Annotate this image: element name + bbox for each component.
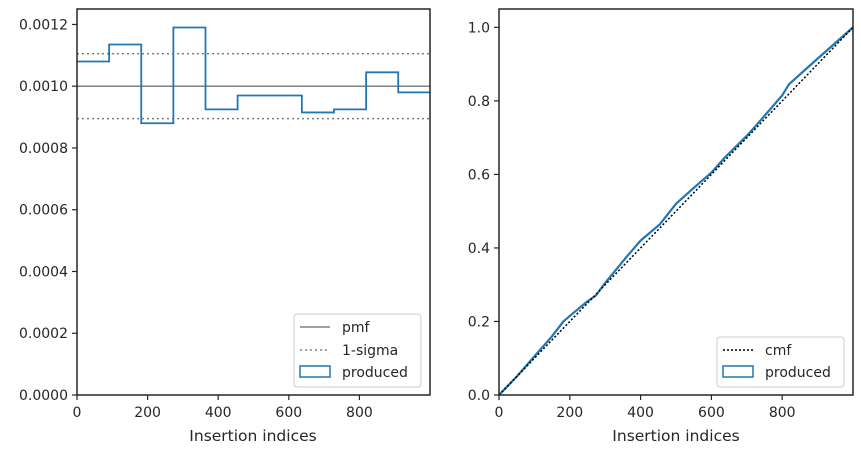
- cmf-x-axis: 0 200 400 600 800: [495, 395, 796, 421]
- pmf-y-axis: 0.0000 0.0002 0.0004 0.0006 0.0008 0.0010 0.00…: [19, 17, 77, 404]
- pmf-y-tick-label: 0.0006: [19, 203, 68, 219]
- cmf-y-tick-label: 0.8: [468, 94, 490, 110]
- cmf-x-tick-label: 600: [698, 405, 725, 421]
- legend-produced-label: produced: [342, 365, 408, 381]
- pmf-y-tick-label: 0.0010: [19, 79, 68, 95]
- pmf-chart: 0 200 400 600 800 0.00000.00020.00040.00060.…: [19, 8, 431, 445]
- cmf-y-tick-label: 0.2: [468, 314, 490, 330]
- legend-cmf-label: cmf: [765, 343, 792, 359]
- cmf-x-tick-label: 200: [556, 405, 583, 421]
- cmf-plot-area: [498, 8, 854, 396]
- pmf-plot-area: [76, 8, 431, 396]
- cmf-legend: cmf produced: [716, 336, 845, 388]
- cmf-line: [498, 26, 854, 396]
- pmf-y-tick-label: 0.0000: [19, 388, 68, 404]
- pmf-x-tick-label: 0: [73, 405, 82, 421]
- legend-sigma-label: 1-sigma: [342, 343, 398, 359]
- legend-produced-swatch: [722, 365, 754, 378]
- cmf-axes-frame: [498, 8, 854, 396]
- cmf-y-tick-label: 0.0: [468, 388, 490, 404]
- pmf-axes-frame: [76, 8, 431, 396]
- produced-cumulative-line: [498, 26, 854, 396]
- cmf-y-tick-label: 1.0: [468, 20, 490, 36]
- legend-pmf-label: pmf: [342, 320, 371, 336]
- pmf-x-tick-label: 400: [205, 405, 232, 421]
- cmf-x-axis-label: Insertion indices: [612, 427, 739, 445]
- produced-histogram: [77, 26, 430, 125]
- legend-produced-swatch: [299, 365, 331, 378]
- pmf-y-tick-label: 0.0002: [19, 326, 68, 342]
- pmf-legend: pmf 1-sigma produced: [293, 313, 422, 388]
- pmf-legend-box: [293, 313, 422, 388]
- legend-produced-label: produced: [765, 365, 831, 381]
- pmf-x-tick-label: 800: [346, 405, 373, 421]
- pmf-y-tick-label: 0.0004: [19, 264, 68, 280]
- pmf-y-tick-label: 0.0012: [19, 17, 68, 33]
- cmf-x-tick-label: 400: [627, 405, 654, 421]
- pmf-x-axis-label: Insertion indices: [189, 427, 316, 445]
- pmf-x-axis: 0 200 400 600 800: [73, 395, 373, 421]
- cmf-chart: 0 200 400 600 800 0.0 0.2 0.4 0.6 0.8 1.0 Inserti…: [468, 8, 854, 445]
- cmf-y-axis: 0.0 0.2 0.4 0.6 0.8 1.0: [468, 20, 499, 404]
- cmf-x-tick-label: 800: [769, 405, 796, 421]
- pmf-y-tick-label: 0.0008: [19, 141, 68, 157]
- pmf-x-tick-label: 200: [134, 405, 161, 421]
- cmf-y-tick-label: 0.4: [468, 241, 490, 257]
- cmf-y-tick-label: 0.6: [468, 167, 490, 183]
- pmf-x-tick-label: 600: [275, 405, 302, 421]
- cmf-x-tick-label: 0: [495, 405, 504, 421]
